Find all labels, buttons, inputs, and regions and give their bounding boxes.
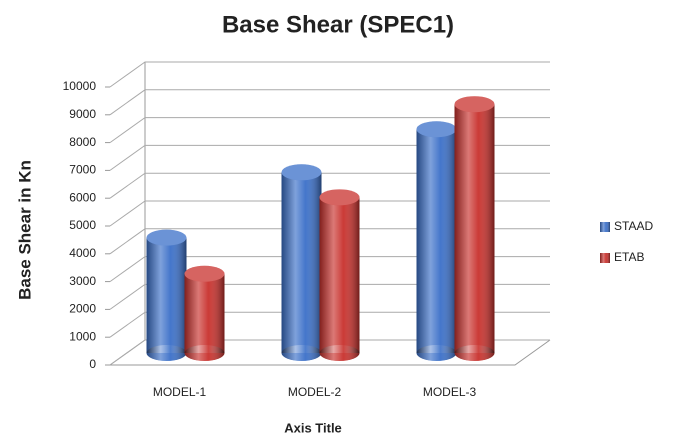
- chart-title: Base Shear (SPEC1): [222, 11, 454, 38]
- bar-shade: [184, 273, 225, 353]
- bar-top: [146, 229, 187, 246]
- y-tick-label: 7000: [69, 163, 96, 177]
- bar-top: [184, 265, 225, 282]
- bar-shade: [416, 129, 457, 353]
- grid-line: [109, 89, 550, 116]
- x-tick-label: MODEL-3: [423, 385, 477, 399]
- y-tick-label: 3000: [69, 274, 96, 288]
- floor: [110, 339, 551, 366]
- x-tick-label: MODEL-1: [153, 385, 207, 399]
- legend-label: STAAD: [614, 219, 653, 233]
- grid-line: [109, 200, 550, 227]
- y-axis-title: Base Shear in Kn: [15, 160, 34, 300]
- legend-swatch-shade: [600, 253, 610, 263]
- legend-swatch-shade: [600, 222, 610, 232]
- bar-top-highlight: [454, 96, 495, 113]
- bar-top: [454, 96, 495, 113]
- y-tick-label: 4000: [69, 246, 96, 260]
- bar-base-shade: [416, 345, 457, 361]
- grid-line: [109, 117, 550, 144]
- x-tick-label: MODEL-2: [288, 385, 342, 399]
- grid-line: [109, 144, 550, 171]
- bar-base-shade: [454, 345, 495, 361]
- y-tick-label: 5000: [69, 218, 96, 232]
- grid-line: [109, 61, 550, 88]
- y-tick-label: 2000: [69, 302, 96, 316]
- bar-top-highlight: [184, 265, 225, 282]
- grid-line: [109, 228, 550, 255]
- grid-line: [109, 256, 550, 283]
- grid-line: [109, 283, 550, 310]
- y-tick-label: 10000: [63, 79, 97, 93]
- bar-top-highlight: [416, 121, 457, 138]
- y-tick-label: 6000: [69, 190, 96, 204]
- bar-base-shade: [184, 345, 225, 361]
- bar-shade: [281, 172, 322, 353]
- bar-shade: [146, 237, 187, 353]
- bar-top-highlight: [319, 189, 360, 206]
- x-axis-title: Axis Title: [284, 420, 342, 435]
- bar-base-shade: [281, 345, 322, 361]
- bar-top: [281, 164, 322, 181]
- y-tick-label: 0: [89, 357, 96, 371]
- bar-base-shade: [319, 345, 360, 361]
- bar-top: [319, 189, 360, 206]
- bar-top-highlight: [146, 229, 187, 246]
- bar-shade: [454, 104, 495, 353]
- y-tick-label: 8000: [69, 135, 96, 149]
- bar-base-shade: [146, 345, 187, 361]
- legend-label: ETAB: [614, 250, 644, 264]
- bar-top-highlight: [281, 164, 322, 181]
- bar-top: [416, 121, 457, 138]
- y-tick-label: 1000: [69, 329, 96, 343]
- grid-line: [109, 339, 550, 366]
- grid-line: [109, 172, 550, 199]
- bar-shade: [319, 197, 360, 353]
- grid-line: [109, 311, 550, 338]
- y-tick-label: 9000: [69, 107, 96, 121]
